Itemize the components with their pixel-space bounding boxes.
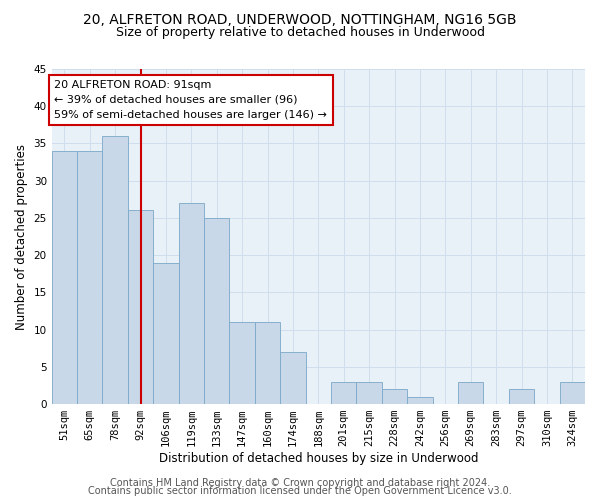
Bar [179,203,204,404]
Text: Size of property relative to detached houses in Underwood: Size of property relative to detached ho… [115,26,485,39]
Bar [128,210,153,404]
Text: 20, ALFRETON ROAD, UNDERWOOD, NOTTINGHAM, NG16 5GB: 20, ALFRETON ROAD, UNDERWOOD, NOTTINGHAM… [83,12,517,26]
Bar [356,382,382,404]
Bar [52,151,77,404]
Bar [458,382,484,404]
Bar [204,218,229,404]
Bar [153,262,179,404]
Bar [255,322,280,404]
Bar [382,389,407,404]
Text: Contains HM Land Registry data © Crown copyright and database right 2024.: Contains HM Land Registry data © Crown c… [110,478,490,488]
Bar [331,382,356,404]
Bar [77,151,103,404]
Y-axis label: Number of detached properties: Number of detached properties [15,144,28,330]
Bar [509,389,534,404]
Bar [407,396,433,404]
X-axis label: Distribution of detached houses by size in Underwood: Distribution of detached houses by size … [158,452,478,465]
Bar [280,352,305,404]
Text: Contains public sector information licensed under the Open Government Licence v3: Contains public sector information licen… [88,486,512,496]
Text: 20 ALFRETON ROAD: 91sqm
← 39% of detached houses are smaller (96)
59% of semi-de: 20 ALFRETON ROAD: 91sqm ← 39% of detache… [54,80,327,120]
Bar [103,136,128,404]
Bar [560,382,585,404]
Bar [229,322,255,404]
